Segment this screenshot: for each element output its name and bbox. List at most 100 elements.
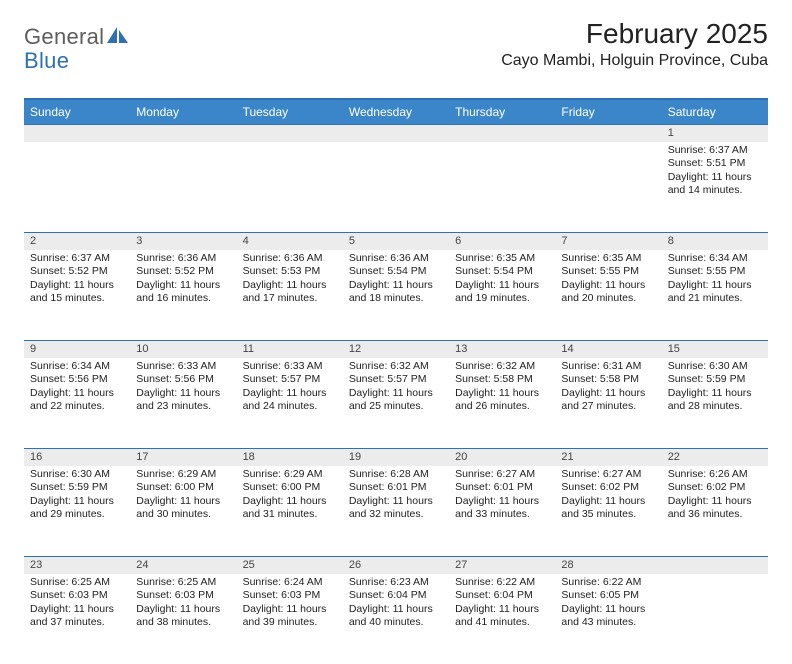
sunset-text: Sunset: 6:01 PM xyxy=(349,481,443,494)
daylight-text: Daylight: 11 hours and 38 minutes. xyxy=(136,603,230,630)
day-cell xyxy=(24,142,130,232)
weekday-header: Friday xyxy=(555,100,661,124)
day-cell-body: Sunrise: 6:34 AMSunset: 5:56 PMDaylight:… xyxy=(24,358,130,418)
daynum-cell: 4 xyxy=(237,232,343,250)
sunrise-text: Sunrise: 6:31 AM xyxy=(561,360,655,373)
sunrise-text: Sunrise: 6:36 AM xyxy=(243,252,337,265)
day-cell: Sunrise: 6:22 AMSunset: 6:04 PMDaylight:… xyxy=(449,574,555,664)
day-number: 13 xyxy=(449,340,555,358)
sunrise-text: Sunrise: 6:32 AM xyxy=(455,360,549,373)
daynum-row: 1 xyxy=(24,124,768,142)
day-number xyxy=(237,124,343,142)
daynum-cell: 27 xyxy=(449,556,555,574)
day-cell: Sunrise: 6:34 AMSunset: 5:55 PMDaylight:… xyxy=(662,250,768,340)
month-title: February 2025 xyxy=(501,18,768,50)
day-cell: Sunrise: 6:28 AMSunset: 6:01 PMDaylight:… xyxy=(343,466,449,556)
day-number: 3 xyxy=(130,232,236,250)
day-cell-body: Sunrise: 6:37 AMSunset: 5:51 PMDaylight:… xyxy=(662,142,768,202)
sunset-text: Sunset: 5:58 PM xyxy=(455,373,549,386)
sunrise-text: Sunrise: 6:25 AM xyxy=(30,576,124,589)
day-number: 25 xyxy=(237,556,343,574)
weekday-header: Wednesday xyxy=(343,100,449,124)
day-number xyxy=(130,124,236,142)
daylight-text: Daylight: 11 hours and 15 minutes. xyxy=(30,279,124,306)
daynum-row: 9101112131415 xyxy=(24,340,768,358)
day-cell: Sunrise: 6:26 AMSunset: 6:02 PMDaylight:… xyxy=(662,466,768,556)
day-cell-body: Sunrise: 6:37 AMSunset: 5:52 PMDaylight:… xyxy=(24,250,130,310)
day-number: 23 xyxy=(24,556,130,574)
day-number: 11 xyxy=(237,340,343,358)
day-number: 12 xyxy=(343,340,449,358)
day-cell-body: Sunrise: 6:33 AMSunset: 5:57 PMDaylight:… xyxy=(237,358,343,418)
day-cell: Sunrise: 6:29 AMSunset: 6:00 PMDaylight:… xyxy=(237,466,343,556)
weekday-header-row: Sunday Monday Tuesday Wednesday Thursday… xyxy=(24,100,768,124)
day-cell-body: Sunrise: 6:29 AMSunset: 6:00 PMDaylight:… xyxy=(237,466,343,526)
day-cell xyxy=(343,142,449,232)
daylight-text: Daylight: 11 hours and 39 minutes. xyxy=(243,603,337,630)
day-cell: Sunrise: 6:33 AMSunset: 5:57 PMDaylight:… xyxy=(237,358,343,448)
day-number: 15 xyxy=(662,340,768,358)
weekday-header: Thursday xyxy=(449,100,555,124)
day-cell: Sunrise: 6:30 AMSunset: 5:59 PMDaylight:… xyxy=(662,358,768,448)
daynum-cell: 26 xyxy=(343,556,449,574)
day-number: 18 xyxy=(237,448,343,466)
day-cell-body: Sunrise: 6:28 AMSunset: 6:01 PMDaylight:… xyxy=(343,466,449,526)
sunset-text: Sunset: 5:56 PM xyxy=(136,373,230,386)
daylight-text: Daylight: 11 hours and 25 minutes. xyxy=(349,387,443,414)
daylight-text: Daylight: 11 hours and 14 minutes. xyxy=(668,171,762,198)
day-number xyxy=(343,124,449,142)
daynum-cell: 1 xyxy=(662,124,768,142)
sunset-text: Sunset: 5:59 PM xyxy=(30,481,124,494)
calendar-body: 1Sunrise: 6:37 AMSunset: 5:51 PMDaylight… xyxy=(24,124,768,664)
daylight-text: Daylight: 11 hours and 36 minutes. xyxy=(668,495,762,522)
day-cell-body: Sunrise: 6:26 AMSunset: 6:02 PMDaylight:… xyxy=(662,466,768,526)
sunset-text: Sunset: 6:04 PM xyxy=(455,589,549,602)
day-cell: Sunrise: 6:37 AMSunset: 5:51 PMDaylight:… xyxy=(662,142,768,232)
daylight-text: Daylight: 11 hours and 30 minutes. xyxy=(136,495,230,522)
daylight-text: Daylight: 11 hours and 18 minutes. xyxy=(349,279,443,306)
day-cell: Sunrise: 6:34 AMSunset: 5:56 PMDaylight:… xyxy=(24,358,130,448)
daynum-cell xyxy=(555,124,661,142)
location-subtitle: Cayo Mambi, Holguin Province, Cuba xyxy=(501,52,768,70)
day-cell xyxy=(237,142,343,232)
day-cell-body: Sunrise: 6:25 AMSunset: 6:03 PMDaylight:… xyxy=(130,574,236,634)
day-cell-body: Sunrise: 6:24 AMSunset: 6:03 PMDaylight:… xyxy=(237,574,343,634)
daylight-text: Daylight: 11 hours and 16 minutes. xyxy=(136,279,230,306)
day-cell xyxy=(449,142,555,232)
daynum-cell xyxy=(343,124,449,142)
day-cell: Sunrise: 6:36 AMSunset: 5:54 PMDaylight:… xyxy=(343,250,449,340)
daylight-text: Daylight: 11 hours and 27 minutes. xyxy=(561,387,655,414)
day-number: 26 xyxy=(343,556,449,574)
day-cell: Sunrise: 6:25 AMSunset: 6:03 PMDaylight:… xyxy=(24,574,130,664)
day-cell-body: Sunrise: 6:33 AMSunset: 5:56 PMDaylight:… xyxy=(130,358,236,418)
calendar-page: General February 2025 Cayo Mambi, Holgui… xyxy=(0,0,792,664)
daynum-row: 232425262728 xyxy=(24,556,768,574)
sunrise-text: Sunrise: 6:35 AM xyxy=(455,252,549,265)
daynum-cell: 13 xyxy=(449,340,555,358)
daylight-text: Daylight: 11 hours and 24 minutes. xyxy=(243,387,337,414)
sunset-text: Sunset: 6:01 PM xyxy=(455,481,549,494)
day-cell-body: Sunrise: 6:27 AMSunset: 6:02 PMDaylight:… xyxy=(555,466,661,526)
daylight-text: Daylight: 11 hours and 22 minutes. xyxy=(30,387,124,414)
logo-line2: Blue xyxy=(24,48,69,74)
day-cell-body: Sunrise: 6:31 AMSunset: 5:58 PMDaylight:… xyxy=(555,358,661,418)
sunset-text: Sunset: 5:59 PM xyxy=(668,373,762,386)
day-cell: Sunrise: 6:35 AMSunset: 5:54 PMDaylight:… xyxy=(449,250,555,340)
day-number xyxy=(449,124,555,142)
sunset-text: Sunset: 6:05 PM xyxy=(561,589,655,602)
weekday-header: Tuesday xyxy=(237,100,343,124)
daynum-cell: 8 xyxy=(662,232,768,250)
daynum-cell: 6 xyxy=(449,232,555,250)
daynum-cell: 22 xyxy=(662,448,768,466)
daynum-cell: 24 xyxy=(130,556,236,574)
day-cell: Sunrise: 6:32 AMSunset: 5:58 PMDaylight:… xyxy=(449,358,555,448)
day-cell: Sunrise: 6:32 AMSunset: 5:57 PMDaylight:… xyxy=(343,358,449,448)
week-row: Sunrise: 6:25 AMSunset: 6:03 PMDaylight:… xyxy=(24,574,768,664)
day-cell: Sunrise: 6:37 AMSunset: 5:52 PMDaylight:… xyxy=(24,250,130,340)
day-cell-body: Sunrise: 6:30 AMSunset: 5:59 PMDaylight:… xyxy=(662,358,768,418)
week-row: Sunrise: 6:37 AMSunset: 5:52 PMDaylight:… xyxy=(24,250,768,340)
logo-text-blue: Blue xyxy=(24,48,69,73)
sunset-text: Sunset: 5:55 PM xyxy=(561,265,655,278)
sunrise-text: Sunrise: 6:37 AM xyxy=(30,252,124,265)
day-cell: Sunrise: 6:36 AMSunset: 5:53 PMDaylight:… xyxy=(237,250,343,340)
